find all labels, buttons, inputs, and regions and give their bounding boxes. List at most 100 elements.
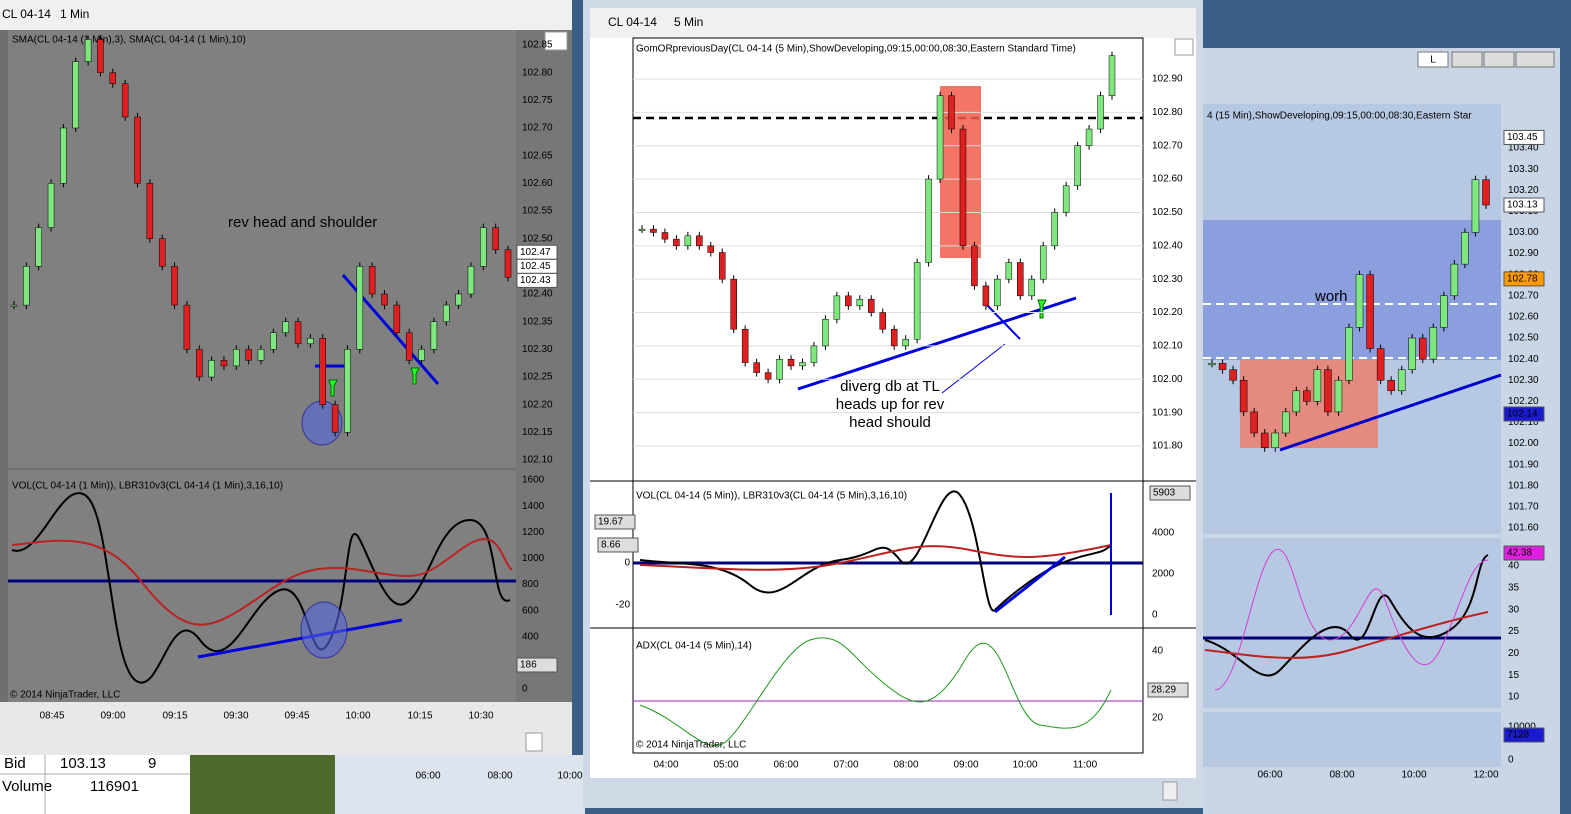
instrument[interactable]: CL 04-14 <box>2 7 51 21</box>
price-tag <box>594 514 636 530</box>
y-tick-label: 1200 <box>522 527 545 538</box>
candle <box>196 349 203 378</box>
dropdown-button[interactable] <box>1174 38 1194 56</box>
x-tick-label: 12:00 <box>1473 770 1498 781</box>
candle <box>638 228 646 231</box>
candle <box>1085 128 1093 146</box>
x-axis-area <box>0 702 572 755</box>
y-tick-label: 101.90 <box>1508 459 1539 470</box>
quote-table <box>0 755 190 814</box>
minimize-button[interactable] <box>1451 51 1483 68</box>
candle <box>1355 274 1364 328</box>
candle <box>1074 145 1081 187</box>
y-tick-label: 102.00 <box>1152 374 1183 385</box>
candle <box>1271 432 1279 449</box>
candle <box>1218 363 1227 370</box>
price-tag <box>1503 545 1545 561</box>
candle <box>1482 179 1490 206</box>
interval[interactable]: 1 Min <box>60 7 89 21</box>
price-tag <box>1503 727 1545 743</box>
interval[interactable]: 5 Min <box>674 15 703 29</box>
candle <box>1324 369 1332 413</box>
toolbar[interactable] <box>0 0 572 30</box>
toolbar[interactable] <box>590 8 1196 38</box>
candle <box>890 328 898 347</box>
scroll-button[interactable] <box>1162 781 1178 801</box>
x-tick-label: 05:00 <box>713 760 738 771</box>
candle <box>443 304 450 322</box>
maximize-button[interactable] <box>1483 51 1515 68</box>
candle <box>10 304 18 307</box>
window-button-label[interactable]: L <box>1430 55 1436 66</box>
y-tick-label: 102.60 <box>522 178 553 189</box>
candle <box>97 39 104 73</box>
y-tick-label: 102.85 <box>522 40 553 51</box>
candle <box>661 232 669 240</box>
candle <box>35 227 42 267</box>
candle <box>833 295 841 320</box>
price-tag <box>1149 485 1191 501</box>
y-tick-label: 0 <box>624 558 630 569</box>
oscillator-line <box>1214 549 1489 691</box>
signal-arrow <box>328 379 338 397</box>
candle <box>405 332 413 361</box>
panel-label: GomORpreviousDay(CL 04-14 (5 Min),ShowDe… <box>636 44 1076 55</box>
candle <box>381 293 388 306</box>
candle <box>1440 295 1448 328</box>
dropdown-button[interactable] <box>544 31 568 51</box>
price-tag-label: 102.78 <box>1507 274 1538 285</box>
y-tick-label: 40 <box>1152 646 1164 657</box>
y-tick-label: 102.40 <box>522 289 553 300</box>
annotation: rev head and shoulder <box>228 214 377 231</box>
y-tick-label: 40 <box>1508 561 1520 572</box>
candle <box>1097 95 1104 130</box>
y-tick-label: 102.20 <box>1152 307 1183 318</box>
x-tick-label: 10:00 <box>557 771 582 782</box>
close-button[interactable] <box>1515 51 1555 68</box>
y-tick-label: 102.20 <box>522 399 553 410</box>
trend-line <box>994 555 1066 614</box>
y-tick-label: 102.25 <box>522 372 553 383</box>
y-tick-label: 20 <box>1508 648 1520 659</box>
candle <box>23 266 30 306</box>
x-tick-label: 04:00 <box>653 760 678 771</box>
signal-arrow <box>1037 299 1047 319</box>
window-button[interactable] <box>1417 51 1449 68</box>
candle <box>902 338 909 347</box>
oscillator-line <box>639 490 1112 612</box>
y-tick-label: 800 <box>522 579 539 590</box>
price-tag <box>516 657 558 673</box>
candle <box>294 321 302 345</box>
candle <box>245 349 252 361</box>
candle <box>1292 390 1301 413</box>
scroll-button[interactable] <box>525 732 543 752</box>
plot-border <box>632 37 1144 754</box>
instrument[interactable]: CL 04-14 <box>608 15 657 29</box>
y-tick-label: 102.20 <box>1508 396 1539 407</box>
candle <box>1429 327 1438 360</box>
y-tick-label: 102.80 <box>522 67 553 78</box>
x-tick-label: 10:00 <box>1012 760 1037 771</box>
candle <box>158 238 166 267</box>
y-tick-label: 102.90 <box>1508 248 1539 259</box>
candle <box>430 321 438 350</box>
price-tag-label: 28.29 <box>1151 685 1176 696</box>
candle <box>208 360 215 378</box>
volume-panel <box>8 470 516 702</box>
candle <box>971 245 978 287</box>
x-tick-label: 09:30 <box>223 711 248 722</box>
price-tag <box>1147 682 1189 698</box>
bid: 103.13 <box>60 755 106 772</box>
candle <box>1108 55 1116 96</box>
candle <box>776 359 783 380</box>
x-tick-label: 11:00 <box>1073 760 1098 771</box>
candle <box>1461 232 1469 265</box>
x-tick-label: 09:45 <box>284 711 309 722</box>
candle <box>455 293 462 306</box>
candle <box>282 321 289 333</box>
adx-line <box>639 637 1112 746</box>
chart-area <box>590 38 1196 778</box>
candle <box>319 338 326 405</box>
y-tick-label: 103.30 <box>1508 164 1539 175</box>
